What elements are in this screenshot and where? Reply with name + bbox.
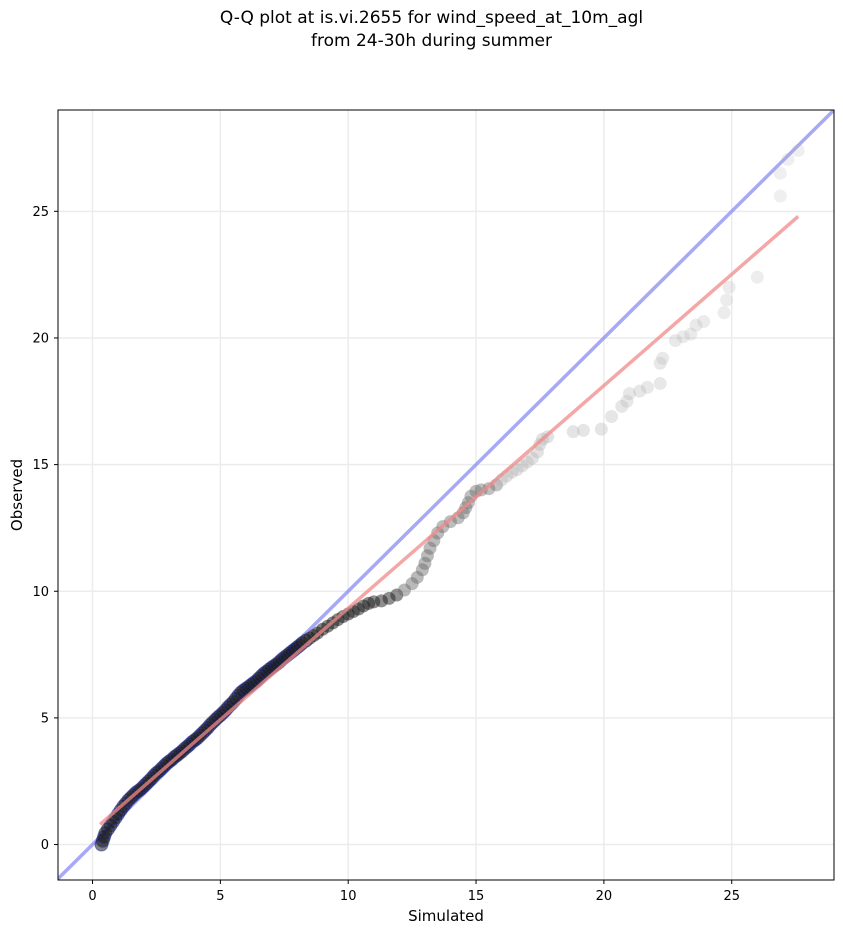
qq-point (722, 280, 736, 294)
chart-title: Q-Q plot at is.vi.2655 for wind_speed_at… (219, 8, 644, 28)
x-tick-label: 0 (88, 889, 96, 904)
qq-point (566, 425, 580, 439)
qq-point (720, 293, 734, 307)
qq-point (397, 583, 411, 597)
qq-point (576, 423, 590, 437)
ticks: 0 5 10 15 20 25 0 5 10 15 20 25 (32, 205, 740, 904)
qq-point (750, 270, 764, 284)
y-tick-label: 0 (41, 838, 49, 853)
qq-point (622, 387, 636, 401)
qq-point (367, 595, 381, 609)
qq-point (620, 394, 634, 408)
qq-point (382, 591, 396, 605)
x-axis-label: Simulated (408, 907, 484, 925)
qq-point (684, 327, 698, 341)
qq-point (374, 594, 388, 608)
qq-point (605, 409, 619, 423)
qq-point (362, 596, 376, 610)
qq-point (633, 384, 647, 398)
qq-point (423, 541, 437, 555)
qq-point (615, 399, 629, 413)
y-tick-label: 10 (32, 585, 49, 600)
qq-point (781, 152, 795, 166)
qq-point (640, 380, 654, 394)
qq-point (405, 577, 419, 591)
qq-point (773, 189, 787, 203)
qq-point (420, 549, 434, 563)
qq-point (482, 482, 496, 496)
y-tick-label: 20 (32, 331, 49, 346)
qq-point (717, 306, 731, 320)
chart-subtitle: from 24-30h during summer (311, 31, 552, 51)
qq-point (418, 556, 432, 570)
qq-point (530, 445, 544, 459)
qq-point (520, 455, 534, 469)
axes-frame (57, 109, 835, 881)
qq-point (697, 314, 711, 328)
x-tick-label: 10 (340, 889, 357, 904)
qq-point (668, 333, 682, 347)
fit-line (99, 215, 800, 826)
y-tick-label: 25 (32, 205, 49, 220)
y-axis-label: Observed (8, 459, 26, 531)
qq-point (533, 437, 547, 451)
qq-point (773, 166, 787, 180)
qq-point (415, 563, 429, 577)
plot-marks (58, 110, 834, 880)
x-tick-label: 20 (596, 889, 613, 904)
grid (58, 110, 834, 880)
y-tick-label: 15 (32, 458, 49, 473)
qq-point (676, 330, 690, 344)
qq-point (390, 588, 404, 602)
qq-point (515, 459, 529, 473)
qq-point (410, 570, 424, 584)
qq-point (525, 451, 539, 465)
y-tick-label: 5 (41, 711, 49, 726)
qq-point (653, 377, 667, 391)
x-tick-label: 5 (216, 889, 224, 904)
x-tick-label: 25 (723, 889, 740, 904)
qq-point (656, 351, 670, 365)
qq-point (594, 422, 608, 436)
x-tick-label: 15 (468, 889, 485, 904)
qq-point (653, 356, 667, 370)
qq-point (791, 144, 805, 158)
qq-point (689, 318, 703, 332)
